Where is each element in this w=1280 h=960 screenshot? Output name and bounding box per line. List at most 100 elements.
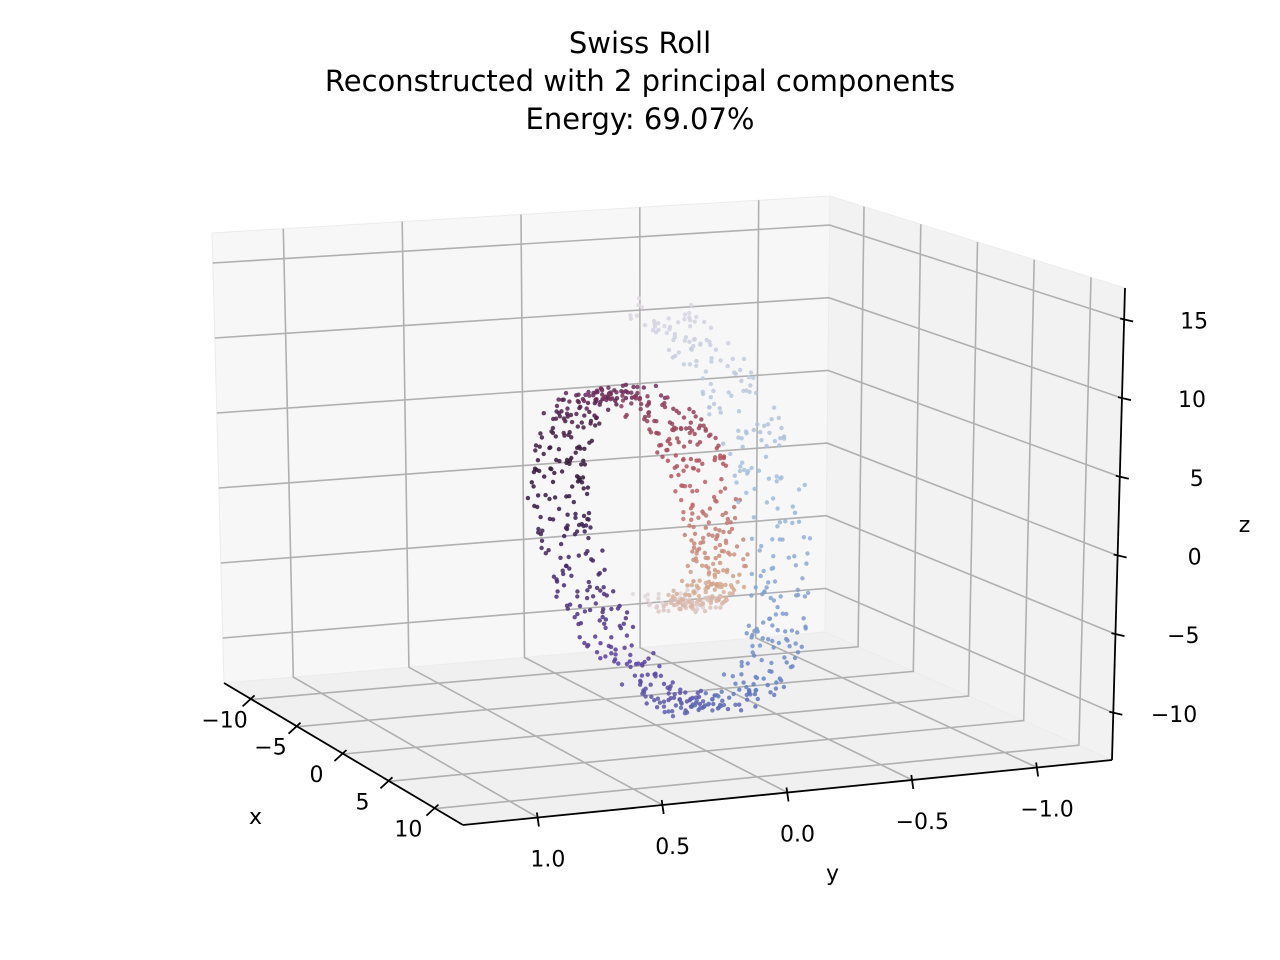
data-point (731, 587, 737, 593)
data-point (694, 358, 699, 364)
data-point (670, 594, 676, 599)
data-point (703, 691, 708, 696)
data-point (620, 383, 626, 388)
data-point (717, 560, 723, 566)
data-point (775, 506, 780, 511)
data-point (678, 591, 683, 596)
data-point (737, 687, 742, 692)
data-point (531, 469, 537, 475)
data-point (593, 423, 598, 428)
data-point (759, 543, 764, 549)
data-point (658, 673, 664, 678)
data-point (721, 672, 727, 677)
data-point (677, 697, 682, 702)
data-point (739, 663, 744, 669)
data-point (719, 582, 725, 588)
y-tick-mark (910, 774, 915, 790)
data-point (714, 598, 719, 604)
data-point (578, 404, 583, 409)
data-point (732, 515, 738, 521)
data-point (783, 519, 788, 524)
data-point (546, 548, 551, 553)
data-point (696, 468, 701, 473)
data-point (697, 578, 702, 583)
data-point (736, 428, 741, 433)
data-point (767, 430, 772, 435)
data-point (564, 457, 570, 463)
data-point (624, 610, 630, 615)
data-point (744, 490, 749, 495)
data-point (537, 468, 542, 474)
data-point (706, 570, 712, 575)
data-point (682, 532, 687, 538)
data-point (581, 398, 587, 404)
data-point (666, 347, 672, 353)
data-point (603, 654, 608, 659)
data-point (776, 640, 782, 646)
data-point (736, 409, 742, 414)
data-point (713, 526, 718, 532)
data-point (803, 626, 808, 631)
data-point (750, 643, 755, 649)
data-point (711, 561, 716, 567)
y-tick-mark (785, 787, 790, 802)
grid-line-z (222, 587, 1114, 714)
data-point (550, 479, 556, 485)
data-point (701, 423, 706, 428)
data-point (628, 652, 633, 658)
data-point (594, 650, 600, 655)
data-point (638, 678, 643, 683)
data-point (752, 692, 758, 697)
data-point (709, 359, 714, 364)
data-point (601, 591, 607, 597)
data-point (584, 491, 590, 497)
data-point (698, 341, 703, 346)
data-point (692, 319, 697, 324)
data-point (563, 525, 569, 531)
data-point (801, 535, 807, 540)
data-point (565, 512, 570, 517)
data-point (611, 589, 616, 594)
data-point (698, 688, 704, 694)
data-point (710, 533, 715, 538)
data-point (761, 568, 766, 574)
data-point (671, 695, 677, 700)
data-point (765, 682, 770, 688)
data-point (550, 517, 556, 522)
data-point (805, 551, 810, 556)
data-point (584, 595, 590, 601)
data-point (597, 618, 602, 623)
data-point (726, 550, 731, 555)
data-point (712, 455, 718, 460)
data-point (687, 599, 692, 604)
data-point (795, 630, 800, 635)
data-point (676, 410, 682, 416)
data-point (557, 414, 563, 419)
y-tick-label: 1.0 (530, 848, 565, 873)
data-point (666, 592, 671, 598)
data-point (790, 520, 795, 526)
data-point (593, 601, 598, 606)
grid-line-z (218, 442, 1118, 557)
data-point (700, 539, 706, 545)
data-point (801, 616, 806, 621)
data-point (749, 536, 755, 541)
data-point (587, 607, 593, 613)
data-point (781, 684, 787, 690)
grid-line-y (520, 214, 788, 794)
data-point (739, 659, 744, 665)
data-point (741, 680, 746, 685)
data-point (548, 445, 553, 450)
data-point (779, 425, 784, 431)
data-point (804, 561, 809, 566)
data-point (691, 409, 696, 415)
data-point (637, 397, 642, 402)
data-point (708, 600, 713, 606)
data-point (766, 637, 771, 642)
data-point (600, 609, 605, 615)
data-point (675, 320, 681, 325)
data-point (655, 450, 660, 455)
data-point (606, 385, 611, 390)
data-point (686, 592, 692, 598)
